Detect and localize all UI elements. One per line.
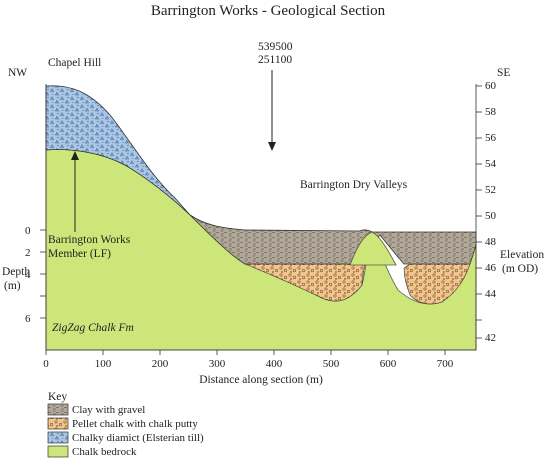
key-swatch-pellet xyxy=(47,417,69,430)
depth-tick-label: 2 xyxy=(25,247,31,259)
elevation-tick-label: 44 xyxy=(485,288,497,300)
elevation-tick-label: 56 xyxy=(485,132,497,144)
distance-tick-label: 600 xyxy=(380,358,397,370)
depth-tick-label: 0 xyxy=(25,225,31,237)
depth-tick-label: 6 xyxy=(25,313,31,325)
grid-ref-arrowhead xyxy=(268,142,276,151)
elevation-tick-label: 58 xyxy=(485,106,497,118)
pellet-chalk-layer-west xyxy=(244,263,366,302)
member-label-line1: Barrington Works xyxy=(48,234,131,246)
key-swatch-till xyxy=(47,431,69,444)
key-label-till: Chalky diamict (Elsterian till) xyxy=(72,432,204,444)
member-label-line2: Member (LF) xyxy=(48,248,111,260)
key-heading: Key xyxy=(48,391,67,403)
pellet-chalk-layer-east xyxy=(403,263,471,305)
key-label-pellet: Pellet chalk with chalk putty xyxy=(72,418,198,430)
elevation-axis-label-line2: (m OD) xyxy=(502,263,538,275)
key-label-chalk: Chalk bedrock xyxy=(72,446,137,458)
elevation-tick-label: 42 xyxy=(485,332,496,344)
formation-label: ZigZag Chalk Fm xyxy=(52,322,134,334)
member-arrowhead xyxy=(71,151,79,160)
key-swatch-clay xyxy=(47,403,69,416)
depth-axis-label-line1: Depth xyxy=(2,266,30,278)
clay-with-gravel-layer xyxy=(189,214,477,265)
distance-tick-label: 0 xyxy=(43,358,49,370)
chapel-hill-label: Chapel Hill xyxy=(48,57,101,69)
depth-tick-label: 4 xyxy=(25,269,31,281)
key-legend: Key Clay with gravel Pellet chalk with c… xyxy=(47,391,204,458)
key-label-clay: Clay with gravel xyxy=(72,404,145,416)
distance-tick-label: 500 xyxy=(323,358,340,370)
elevation-tick-label: 48 xyxy=(485,236,497,248)
elevation-tick-label: 54 xyxy=(485,158,497,170)
distance-tick-label: 100 xyxy=(95,358,112,370)
chalk-knoll xyxy=(349,231,397,266)
distance-axis: 0 100 200 300 400 500 600 700 Distance a… xyxy=(43,350,454,386)
elevation-tick-label: 52 xyxy=(485,184,496,196)
dry-valleys-label: Barrington Dry Valleys xyxy=(300,179,408,191)
elevation-tick-label: 60 xyxy=(485,80,497,92)
depth-axis: 0 2 4 6 Depth (m) xyxy=(2,225,46,325)
nw-label: NW xyxy=(8,67,27,79)
grid-ref-northing: 251100 xyxy=(258,54,292,66)
distance-tick-label: 200 xyxy=(152,358,169,370)
key-swatch-chalk xyxy=(47,445,69,458)
distance-tick-label: 400 xyxy=(266,358,283,370)
distance-tick-label: 300 xyxy=(209,358,226,370)
elevation-tick-label: 46 xyxy=(485,262,497,274)
distance-tick-label: 700 xyxy=(437,358,454,370)
elevation-axis: 60 58 56 54 52 50 48 46 44 42 Elevation … xyxy=(476,80,544,344)
grid-ref-easting: 539500 xyxy=(258,41,293,53)
figure-title: Barrington Works - Geological Section xyxy=(151,3,386,19)
distance-axis-label: Distance along section (m) xyxy=(199,374,323,386)
elevation-tick-label: 50 xyxy=(485,210,497,222)
depth-axis-label-line2: (m) xyxy=(4,280,21,292)
elevation-axis-label-line1: Elevation xyxy=(500,249,544,261)
se-label: SE xyxy=(497,67,510,79)
